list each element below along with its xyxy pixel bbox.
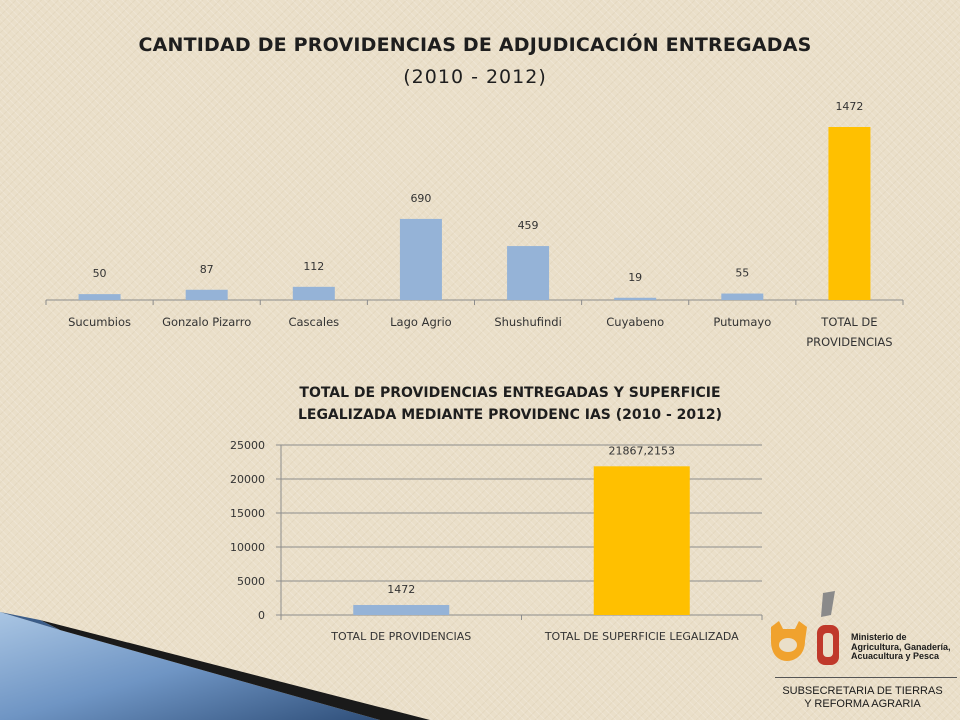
chart1-bar: [78, 294, 121, 300]
chart1-category-label: TOTAL DE: [820, 315, 877, 329]
chart1-data-label: 19: [628, 271, 642, 284]
chart1-bar-chart: 50 Sucumbios 87 Gonzalo Pizarro 112 Cascales 6…: [45, 100, 904, 349]
chart1-data-label: 87: [200, 263, 214, 276]
chart1-title: CANTIDAD DE PROVIDENCIAS DE ADJUDICACIÓN…: [138, 34, 812, 56]
ministry-name-line-2: Agricultura, Ganadería,: [851, 641, 951, 652]
chart1-category-label: PROVIDENCIAS: [806, 335, 892, 349]
ministry-name: Ministerio de Agricultura, Ganadería, Ac…: [851, 632, 951, 662]
subsecretaria-name: SUBSECRETARIA DE TIERRAS Y REFORMA AGRAR…: [765, 685, 960, 711]
chart2-title: TOTAL DE PROVIDENCIAS ENTREGADAS Y SUPER…: [240, 382, 780, 426]
chart1-bar: [721, 293, 764, 300]
chart1-bar: [507, 246, 550, 300]
chart2-y-tick-label: 10000: [230, 541, 265, 554]
chart2-y-tick-label: 5000: [237, 575, 265, 588]
chart2-y-tick-label: 25000: [230, 439, 265, 452]
chart1-data-label: 50: [93, 267, 107, 280]
chart1-category-label: Shushufindi: [494, 315, 561, 329]
chart2-title-line-1: TOTAL DE PROVIDENCIAS ENTREGADAS Y SUPER…: [299, 385, 721, 401]
subsecretaria-line-1: SUBSECRETARIA DE TIERRAS: [782, 685, 943, 697]
chart2-data-label: 21867,2153: [609, 444, 675, 457]
chart1-category-label: Putumayo: [713, 315, 771, 329]
chart1-data-label: 112: [303, 260, 324, 273]
chart2-data-label: 1472: [387, 583, 415, 596]
chart2-y-tick-label: 0: [258, 609, 265, 622]
chart1-category-label: Cascales: [288, 315, 339, 329]
chart1-category-label: Lago Agrio: [390, 315, 452, 329]
chart1-bar: [828, 127, 871, 300]
chart1-data-label: 55: [735, 267, 749, 280]
chart1-category-label: Sucumbios: [68, 315, 131, 329]
chart2-category-label: TOTAL DE SUPERFICIE LEGALIZADA: [544, 630, 739, 643]
ministry-emblem-icon: [771, 591, 839, 665]
chart2-bar: [593, 466, 690, 615]
chart2-y-tick-label: 15000: [230, 507, 265, 520]
chart1-data-label: 690: [410, 192, 431, 205]
chart1-subtitle: (2010 - 2012): [403, 66, 547, 88]
chart1-bar: [399, 218, 442, 300]
ministry-logo: Ministerio de Agricultura, Ganadería, Ac…: [765, 585, 960, 720]
chart1-data-label: 459: [518, 219, 539, 232]
chart2-category-label: TOTAL DE PROVIDENCIAS: [330, 630, 471, 643]
chart1-category-label: Cuyabeno: [606, 315, 664, 329]
ministry-name-line-3: Acuacultura y Pesca: [851, 651, 940, 661]
chart1-bar: [614, 297, 657, 300]
chart1-category-label: Gonzalo Pizarro: [162, 315, 251, 329]
subsecretaria-line-2: Y REFORMA AGRARIA: [804, 698, 921, 710]
chart1-data-label: 1472: [835, 100, 863, 113]
chart2-title-line-2: LEGALIZADA MEDIANTE PROVIDENC IAS (2010 …: [297, 407, 723, 423]
logo-divider: [775, 677, 957, 678]
chart1-bar: [292, 286, 335, 300]
ministry-name-line-1: Ministerio de: [851, 632, 907, 642]
chart2-bar: [353, 604, 450, 615]
chart1-bar: [185, 289, 228, 300]
chart2-y-tick-label: 20000: [230, 473, 265, 486]
